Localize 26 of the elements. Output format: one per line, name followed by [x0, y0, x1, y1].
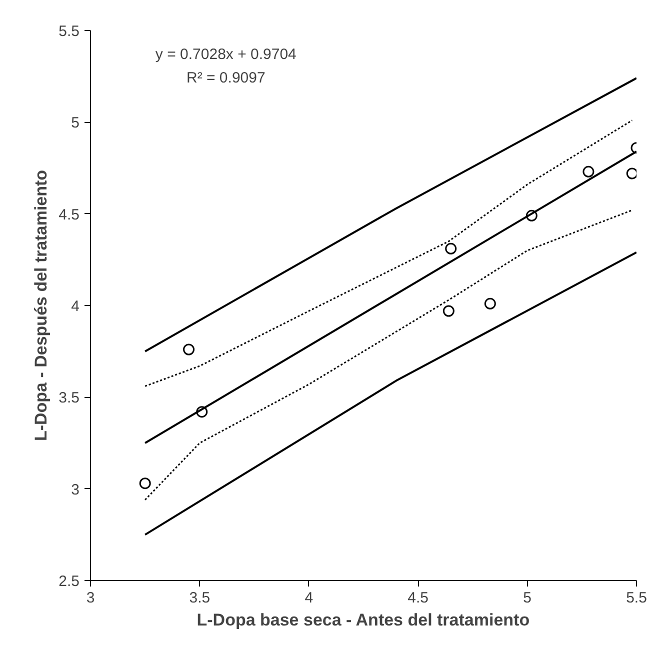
- point: [445, 242, 457, 254]
- point: [484, 298, 496, 310]
- line-series: [144, 209, 633, 501]
- x-tick-label: 4.5: [408, 590, 429, 606]
- point: [139, 478, 151, 490]
- point: [582, 166, 594, 178]
- point: [442, 305, 454, 317]
- y-tick-label: 2.5: [58, 573, 80, 590]
- y-tick-label: 3.5: [58, 390, 80, 407]
- x-tick-label: 3: [86, 590, 95, 606]
- point: [626, 168, 636, 180]
- annotation: y = 0.7028x + 0.9704: [155, 46, 296, 63]
- x-tick-label: 3.5: [189, 590, 210, 606]
- line-series: [144, 120, 633, 387]
- y-tick-label: 4.5: [58, 206, 80, 224]
- y-tick-label: 4: [71, 298, 80, 315]
- x-tick-label: 4: [304, 590, 314, 606]
- x-tick-label: 5.5: [626, 590, 647, 606]
- y-tick-label: 5.5: [58, 23, 80, 40]
- y-tick-label: 3: [71, 481, 80, 498]
- annotation: R² = 0.9097: [186, 70, 266, 87]
- point: [183, 344, 195, 356]
- y-tick-label: 5: [71, 114, 80, 132]
- y-axis-title: L-Dopa - Después del tratamiento: [32, 170, 51, 442]
- x-axis-title: L-Dopa base seca - Antes del tratamiento: [196, 610, 530, 630]
- x-tick-label: 5: [523, 590, 532, 606]
